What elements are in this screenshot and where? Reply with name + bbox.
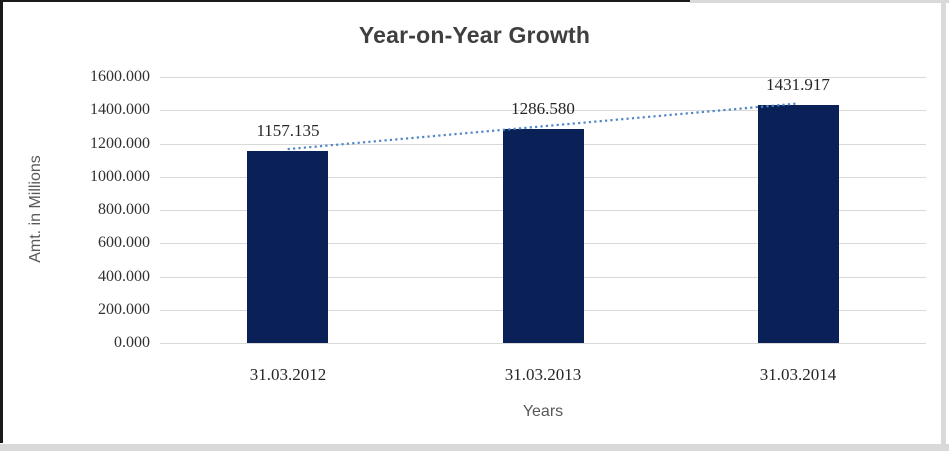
- frame-border-right: [941, 0, 946, 451]
- plot-area: 1157.135 31.03.2012 1286.580 31.03.2013 1431…: [160, 75, 926, 384]
- x-tick-label: 31.03.2014: [759, 365, 837, 384]
- frame-border-bottom: [0, 444, 949, 451]
- frame-border-top-light: [690, 0, 949, 3]
- bar-value-label: 1286.580: [511, 99, 575, 118]
- y-tick-label: 800.000: [98, 201, 150, 218]
- x-axis-title: Years: [522, 403, 564, 420]
- bar: [758, 105, 839, 343]
- y-tick-label: 1400.000: [90, 101, 150, 119]
- gridline: [160, 343, 926, 344]
- y-tick-label: 600.000: [98, 234, 150, 252]
- y-tick-label: 1000.000: [90, 167, 150, 185]
- x-tick-label: 31.03.2012: [249, 365, 327, 384]
- chart-title: Year-on-Year Growth: [358, 22, 591, 48]
- frame-border-top: [0, 0, 690, 2]
- bar-value-label: 1431.917: [766, 75, 830, 94]
- y-tick-label: 400.000: [98, 267, 150, 285]
- y-tick-label: 0.000: [114, 334, 150, 351]
- frame-border-left: [0, 0, 3, 443]
- bar: [247, 151, 328, 343]
- y-tick-label: 200.000: [98, 300, 150, 318]
- x-tick-label: 31.03.2013: [504, 365, 582, 384]
- bar: [503, 129, 584, 343]
- y-tick-label: 1600.000: [90, 68, 150, 85]
- gridline: [160, 77, 926, 78]
- y-tick-label: 1200.000: [90, 134, 150, 152]
- bar-value-label: 1157.135: [256, 121, 320, 140]
- trendline: [287, 102, 799, 151]
- gridline: [160, 110, 926, 111]
